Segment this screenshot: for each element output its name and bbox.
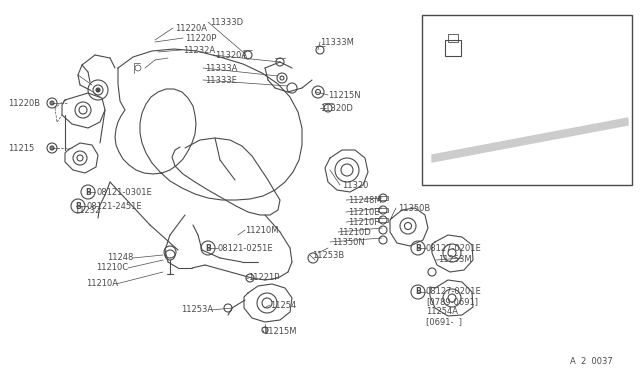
Bar bbox=[445, 40, 461, 56]
Text: [0789-0691]: [0789-0691] bbox=[426, 298, 478, 307]
Text: 11220B: 11220B bbox=[8, 99, 40, 108]
Text: 11210E: 11210E bbox=[348, 208, 380, 217]
Text: 11220P: 11220P bbox=[185, 33, 216, 42]
Polygon shape bbox=[432, 118, 628, 162]
Text: N: N bbox=[493, 119, 499, 125]
Text: S: S bbox=[513, 79, 518, 85]
Text: 11215N: 11215N bbox=[328, 90, 360, 99]
Text: 11221P: 11221P bbox=[248, 273, 280, 282]
Circle shape bbox=[201, 241, 215, 255]
Text: 11232: 11232 bbox=[74, 205, 100, 215]
Text: 11248M: 11248M bbox=[348, 196, 381, 205]
Circle shape bbox=[50, 101, 54, 105]
Circle shape bbox=[490, 116, 502, 128]
Circle shape bbox=[50, 146, 54, 150]
Text: 08121-2451E: 08121-2451E bbox=[86, 202, 141, 211]
Bar bbox=[378, 208, 388, 212]
Text: 11248: 11248 bbox=[107, 253, 133, 263]
Text: 11210A: 11210A bbox=[86, 279, 118, 289]
Text: 11254A: 11254A bbox=[426, 308, 458, 317]
Text: 11215M: 11215M bbox=[263, 327, 296, 337]
Text: 11350B: 11350B bbox=[398, 203, 430, 212]
Text: 11320A: 11320A bbox=[215, 51, 247, 60]
Circle shape bbox=[81, 185, 95, 199]
Text: B: B bbox=[75, 202, 81, 211]
Text: 11210F: 11210F bbox=[348, 218, 379, 227]
Text: 08918-1062A: 08918-1062A bbox=[502, 118, 558, 126]
Bar bbox=[378, 196, 388, 200]
Bar bbox=[448, 34, 458, 42]
Text: 08363-6162D: 08363-6162D bbox=[522, 77, 579, 87]
Text: B: B bbox=[205, 244, 211, 253]
Text: 11320D: 11320D bbox=[320, 103, 353, 112]
Text: 11254: 11254 bbox=[270, 301, 296, 310]
Text: 08127-0201E: 08127-0201E bbox=[426, 244, 482, 253]
Circle shape bbox=[71, 199, 85, 213]
Text: B: B bbox=[415, 288, 421, 296]
Text: 11375: 11375 bbox=[512, 106, 538, 115]
Text: 08127-0201E: 08127-0201E bbox=[426, 288, 482, 296]
Text: 11333M: 11333M bbox=[320, 38, 354, 46]
Text: 11232A: 11232A bbox=[183, 45, 215, 55]
Text: 11215: 11215 bbox=[8, 144, 35, 153]
Text: 08121-0251E: 08121-0251E bbox=[218, 244, 274, 253]
Text: 11210C: 11210C bbox=[96, 263, 128, 273]
Text: 11210D: 11210D bbox=[338, 228, 371, 237]
Circle shape bbox=[411, 285, 425, 299]
Text: [0691-  ]: [0691- ] bbox=[426, 317, 462, 327]
Circle shape bbox=[510, 76, 522, 88]
Text: 11333A: 11333A bbox=[205, 64, 237, 73]
Text: 11375: 11375 bbox=[455, 23, 481, 32]
Text: 11333E: 11333E bbox=[205, 76, 237, 84]
Text: 11320: 11320 bbox=[342, 180, 369, 189]
Text: 11253M: 11253M bbox=[438, 256, 472, 264]
Text: 11253B: 11253B bbox=[312, 250, 344, 260]
Text: 11333D: 11333D bbox=[210, 17, 243, 26]
Bar bbox=[378, 218, 388, 222]
Text: B: B bbox=[85, 187, 91, 196]
Circle shape bbox=[96, 88, 100, 92]
Text: 11350N: 11350N bbox=[332, 237, 365, 247]
Bar bbox=[422, 15, 632, 185]
Text: B: B bbox=[415, 244, 421, 253]
Text: 08121-0301E: 08121-0301E bbox=[96, 187, 152, 196]
Text: 11210M: 11210M bbox=[245, 225, 278, 234]
Text: 11220A: 11220A bbox=[175, 23, 207, 32]
Text: A  2  0037: A 2 0037 bbox=[570, 357, 612, 366]
Circle shape bbox=[411, 241, 425, 255]
Text: 11253A: 11253A bbox=[181, 305, 213, 314]
